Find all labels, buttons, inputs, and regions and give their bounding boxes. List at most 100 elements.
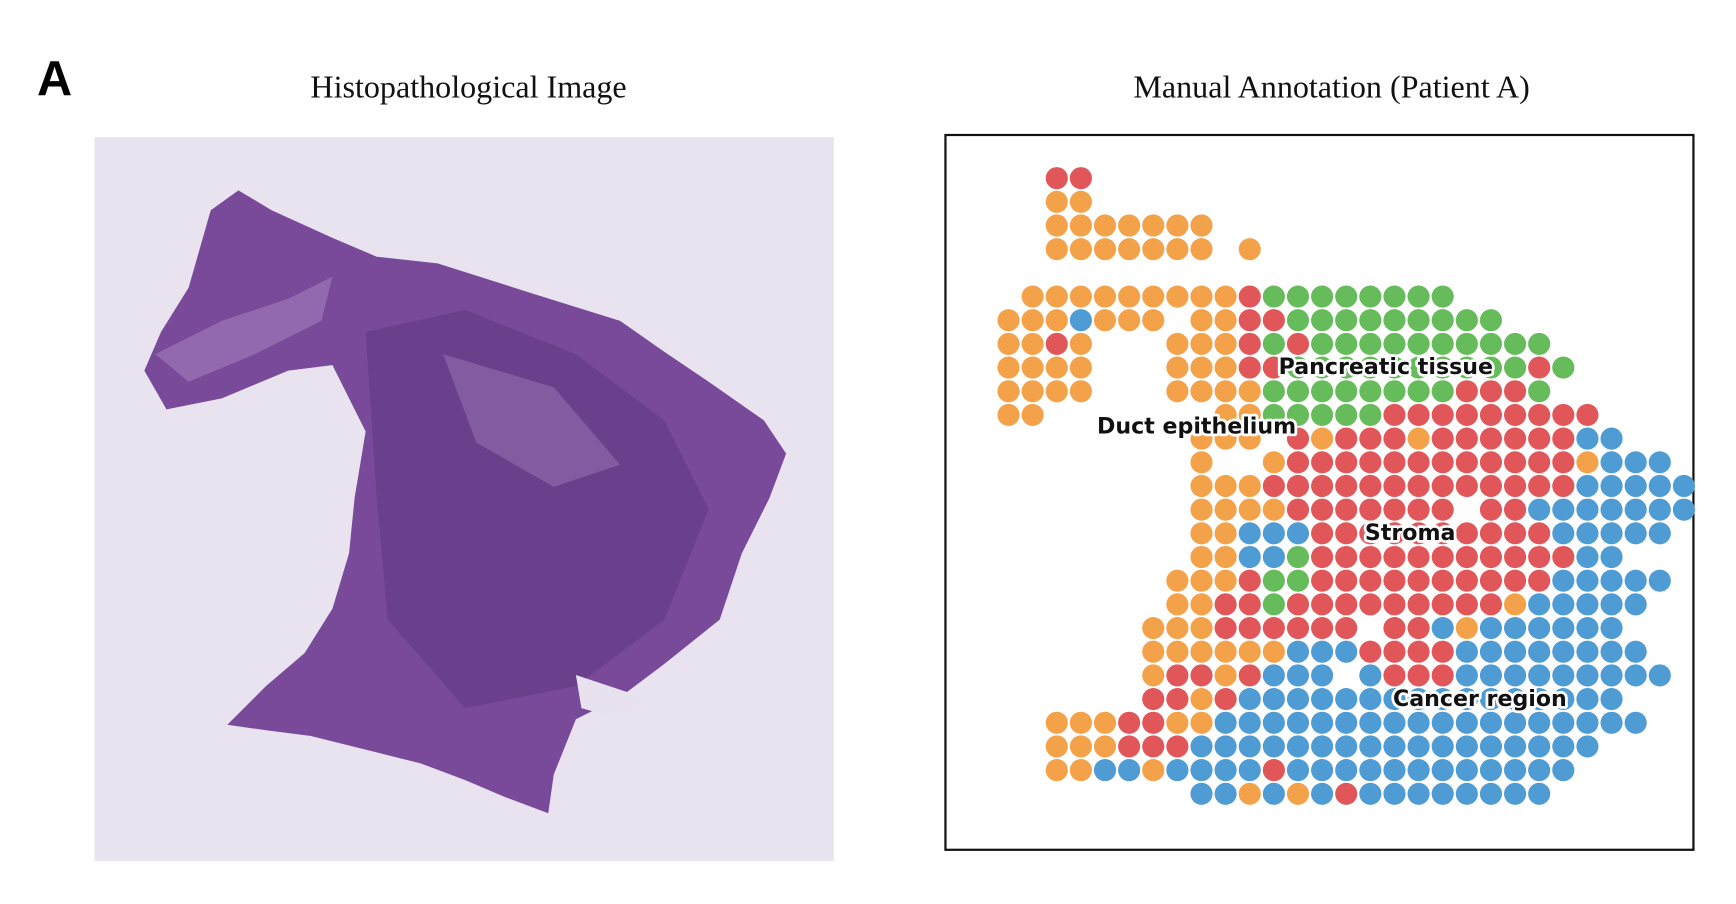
spot (1504, 522, 1527, 545)
spot (1166, 688, 1189, 711)
spot (1431, 569, 1454, 592)
spot (1552, 711, 1575, 734)
spot (1214, 285, 1237, 308)
spot (1335, 711, 1358, 734)
spot (1407, 356, 1430, 379)
spot (1552, 403, 1575, 426)
spot (1479, 664, 1503, 687)
spot (1142, 759, 1165, 782)
spot (1359, 332, 1382, 355)
spot (1262, 309, 1285, 332)
spot (1238, 356, 1261, 379)
spot (1166, 616, 1189, 640)
right-title: Manual Annotation (Patient A) (1133, 68, 1529, 104)
spot (1311, 782, 1334, 805)
spot (1624, 640, 1647, 663)
spot (1648, 474, 1671, 498)
spot (1311, 522, 1334, 545)
spot (1311, 616, 1334, 640)
spot (1238, 545, 1261, 569)
spot (1238, 498, 1261, 521)
spot (1407, 616, 1430, 640)
spot (1359, 380, 1382, 403)
spot (1335, 474, 1358, 498)
spot (1479, 498, 1503, 521)
spot (1045, 332, 1068, 355)
spot (1045, 238, 1068, 261)
spot (1479, 522, 1503, 545)
spot (1142, 664, 1165, 687)
spot (1383, 403, 1406, 426)
spot (1166, 285, 1189, 308)
spot (1118, 735, 1141, 758)
spot (1528, 711, 1551, 734)
spot (1407, 451, 1430, 474)
spot (1166, 640, 1189, 663)
spot (1431, 664, 1454, 687)
spot (1311, 356, 1334, 379)
spot (1286, 380, 1310, 403)
spot (1504, 545, 1527, 569)
spot (1528, 451, 1551, 474)
spot (1576, 403, 1599, 426)
spot (1383, 427, 1406, 450)
spot (1407, 688, 1430, 711)
spot (1600, 569, 1623, 592)
spot (1383, 688, 1406, 711)
spot (1431, 688, 1454, 711)
spot (1431, 356, 1454, 379)
spot (1431, 474, 1454, 498)
spot (1455, 711, 1478, 734)
spot (1455, 522, 1478, 545)
spot (1335, 616, 1358, 640)
spot (1407, 498, 1430, 521)
spot (1311, 403, 1334, 426)
spot (1045, 190, 1068, 213)
spot (1021, 309, 1044, 332)
spot (1262, 380, 1285, 403)
spot (1093, 238, 1117, 261)
spot (1311, 380, 1334, 403)
spot (1455, 759, 1478, 782)
spot (1383, 285, 1406, 308)
spot (1479, 380, 1503, 403)
spot (1479, 356, 1503, 379)
spot (1311, 427, 1334, 450)
spot (1262, 782, 1285, 805)
spot (1479, 593, 1503, 616)
spot (1576, 616, 1599, 640)
spot (1262, 498, 1285, 521)
spot (1624, 451, 1647, 474)
spot (1383, 451, 1406, 474)
spot (1407, 664, 1430, 687)
spot (1504, 498, 1527, 521)
spot (1335, 782, 1358, 805)
spot (1142, 285, 1165, 308)
spot (1262, 735, 1285, 758)
spot (1311, 759, 1334, 782)
spot (1504, 664, 1527, 687)
spot (997, 309, 1020, 332)
left-title: Histopathological Image (310, 68, 626, 104)
spot (1528, 380, 1551, 403)
spot (1600, 545, 1623, 569)
spot (1190, 569, 1213, 592)
spot (1069, 735, 1092, 758)
spot (1118, 238, 1141, 261)
spot (1552, 735, 1575, 758)
spot (1504, 569, 1527, 592)
spot (1069, 309, 1092, 332)
spot (1576, 664, 1599, 687)
spot (1335, 688, 1358, 711)
spot (1528, 664, 1551, 687)
spot (1528, 498, 1551, 521)
spot (1552, 451, 1575, 474)
spot (1455, 569, 1478, 592)
spot (1479, 474, 1503, 498)
spot (1576, 498, 1599, 521)
spot (1455, 427, 1478, 450)
spot (1383, 309, 1406, 332)
spot (1214, 593, 1237, 616)
spot (1069, 167, 1092, 190)
spot (1286, 451, 1310, 474)
